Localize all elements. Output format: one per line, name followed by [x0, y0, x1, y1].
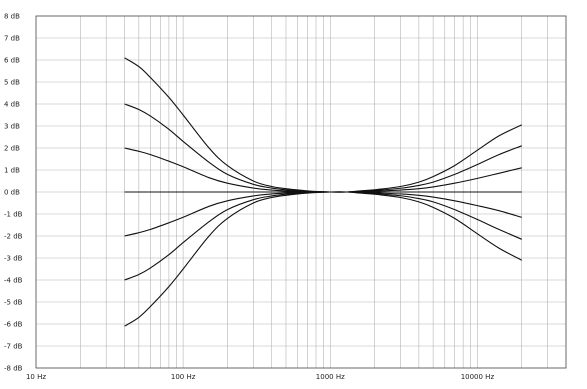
y-tick-label: -6 dB: [4, 321, 23, 329]
curves: [124, 57, 522, 327]
y-tick-label: 8 dB: [4, 13, 20, 21]
y-tick-label: 2 dB: [4, 145, 20, 153]
x-tick-label: 100 Hz: [171, 373, 196, 381]
y-tick-label: -5 dB: [4, 299, 23, 307]
y-tick-label: -3 dB: [4, 255, 23, 263]
y-tick-label: -7 dB: [4, 343, 23, 351]
y-axis-tick-labels: 8 dB 7 dB 6 dB 5 dB 4 dB 3 dB 2 dB 1 dB 0 dB -1 d…: [4, 13, 23, 373]
x-tick-label: 10000 Hz: [461, 373, 495, 381]
y-tick-label: -4 dB: [4, 277, 23, 285]
y-tick-label: -8 dB: [4, 365, 23, 373]
y-tick-label: 3 dB: [4, 123, 20, 131]
y-tick-label: 0 dB: [4, 189, 20, 197]
y-tick-label: 6 dB: [4, 57, 20, 65]
x-tick-label: 1000 Hz: [316, 373, 345, 381]
x-axis-tick-labels: 10 Hz 100 Hz 1000 Hz 10000 Hz: [26, 373, 494, 381]
y-tick-label: -1 dB: [4, 211, 23, 219]
curve-series-0: [124, 57, 522, 193]
plot-frame: [35, 15, 567, 369]
curve-series-6: [124, 191, 522, 327]
y-tick-label: -2 dB: [4, 233, 23, 241]
y-tick-label: 7 dB: [4, 35, 20, 43]
y-tick-label: 1 dB: [4, 167, 20, 175]
y-tick-label: 4 dB: [4, 101, 20, 109]
x-tick-label: 10 Hz: [26, 373, 46, 381]
y-tick-label: 5 dB: [4, 79, 20, 87]
